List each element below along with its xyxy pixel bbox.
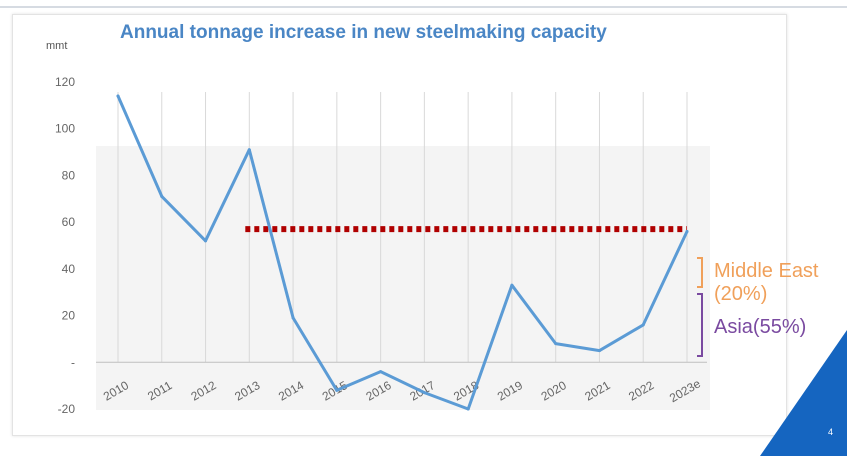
data-point	[641, 323, 645, 327]
data-point	[466, 407, 470, 411]
middle-east-label: Middle East	[714, 260, 819, 282]
data-point	[685, 229, 689, 233]
y-tick-label: 60	[62, 215, 76, 229]
y-tick-label: 40	[62, 262, 76, 276]
data-point	[116, 94, 120, 98]
series-line	[116, 94, 689, 411]
middle-east-annotation: Middle East (20%)	[714, 260, 819, 306]
y-tick-label: 20	[62, 309, 76, 323]
middle-east-share: (20%)	[714, 283, 768, 305]
middle-east-bracket	[697, 257, 703, 288]
page-number: 4	[828, 427, 834, 437]
asia-bracket	[697, 293, 703, 357]
top-divider	[0, 6, 847, 8]
chart-title: Annual tonnage increase in new steelmaki…	[120, 22, 607, 43]
data-point	[379, 370, 383, 374]
data-point	[291, 316, 295, 320]
data-point	[597, 349, 601, 353]
data-point	[247, 148, 251, 152]
data-point	[510, 283, 514, 287]
data-point	[160, 194, 164, 198]
slide-corner-accent	[760, 330, 847, 456]
data-point	[335, 388, 339, 392]
data-point	[554, 342, 558, 346]
y-tick-label: 80	[62, 168, 76, 182]
y-tick-label: 100	[55, 122, 75, 136]
y-tick-label: -20	[58, 402, 76, 416]
y-tick-label: 120	[55, 75, 75, 89]
data-point	[204, 239, 208, 243]
y-axis-unit-label: mmt	[46, 40, 68, 52]
plot-area-shade	[96, 146, 710, 410]
y-tick-label: -	[71, 355, 75, 369]
data-point	[422, 391, 426, 395]
